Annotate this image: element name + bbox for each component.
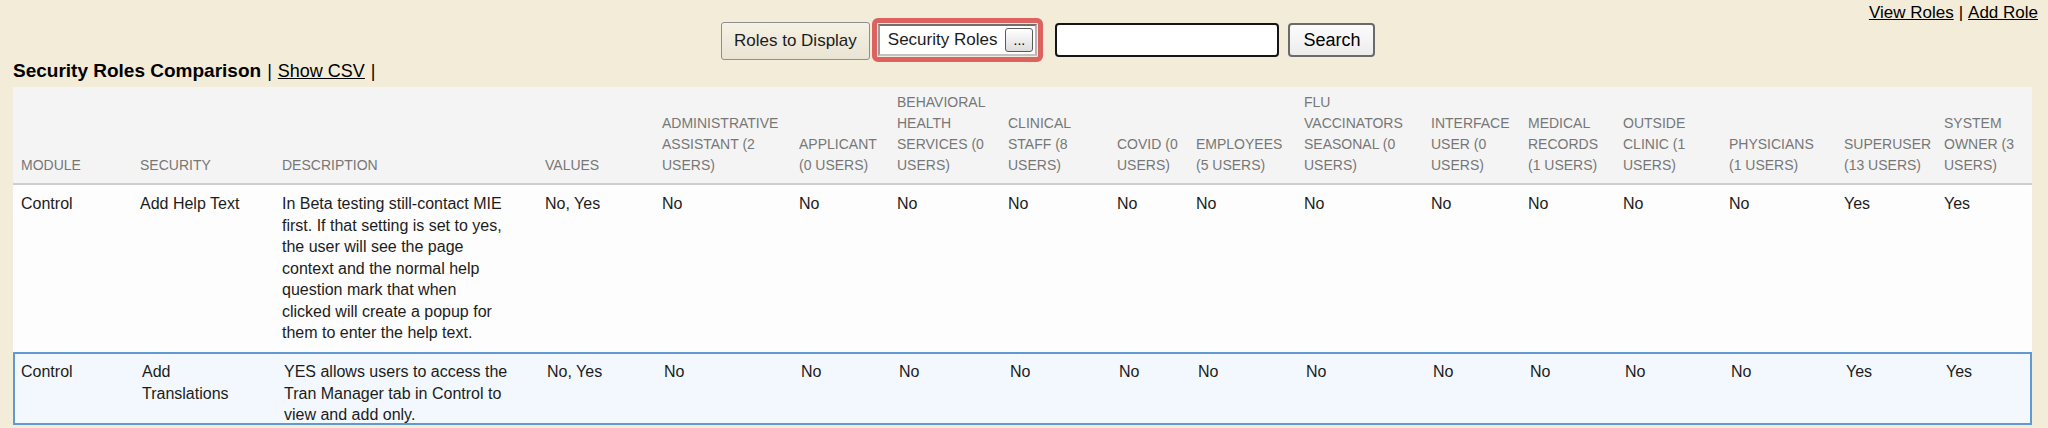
header-cell-role: EMPLOYEES (5 USERS) (1196, 134, 1304, 183)
header-cell-role: INTERFACE USER (0 USERS) (1431, 113, 1528, 183)
cell-role-value: No (1010, 354, 1119, 423)
roles-toolbar: Roles to Display Security Roles ... Sear… (721, 18, 1375, 66)
header-cell-role: FLU VACCINATORS SEASONAL (0 USERS) (1304, 92, 1431, 183)
cell-role-value: No (899, 354, 1010, 423)
roles-filter-ellipsis-button[interactable]: ... (1005, 28, 1033, 52)
cell-role-value: No (799, 185, 897, 352)
header-cell-role: ADMINISTRATIVE ASSISTANT (2 USERS) (662, 113, 799, 183)
heading-trailing-separator: | (371, 61, 376, 82)
security-roles-table: MODULE SECURITY DESCRIPTION VALUES ADMIN… (13, 87, 2032, 425)
cell-role-value: No (1431, 185, 1528, 352)
search-button[interactable]: Search (1288, 23, 1375, 57)
header-cell-values: VALUES (545, 155, 662, 183)
cell-role-value: No (897, 185, 1008, 352)
header-cell-role: BEHAVIORAL HEALTH SERVICES (0 USERS) (897, 92, 1008, 183)
cell-role-value: No (1528, 185, 1623, 352)
roles-filter-field[interactable]: Security Roles ... (878, 24, 1038, 56)
cell-values: No, Yes (545, 185, 662, 352)
header-cell-role: OUTSIDE CLINIC (1 USERS) (1623, 113, 1729, 183)
cell-role-value: No (1119, 354, 1198, 423)
header-cell-security: SECURITY (140, 155, 282, 183)
cell-role-value: No (1304, 185, 1431, 352)
cell-role-value: No (662, 185, 799, 352)
cell-role-value: Yes (1844, 185, 1944, 352)
header-actions: View Roles | Add Role (1869, 3, 2038, 23)
cell-role-value: Yes (1846, 354, 1946, 423)
cell-module: Control (15, 354, 142, 423)
header-cell-role: MEDICAL RECORDS (1 USERS) (1528, 113, 1623, 183)
cell-role-value: Yes (1944, 185, 2032, 352)
page-heading: Security Roles Comparison | Show CSV | (13, 60, 382, 82)
cell-description: YES allows users to access the Tran Mana… (284, 354, 547, 423)
header-cell-role: APPLICANT (0 USERS) (799, 134, 897, 183)
cell-role-value: No (1625, 354, 1731, 423)
add-role-link[interactable]: Add Role (1968, 3, 2038, 22)
table-header-row: MODULE SECURITY DESCRIPTION VALUES ADMIN… (13, 87, 2032, 185)
cell-role-value: No (1198, 354, 1306, 423)
cell-role-value: No (801, 354, 899, 423)
cell-role-value: Yes (1946, 354, 2034, 423)
header-cell-description: DESCRIPTION (282, 155, 545, 183)
page-title: Security Roles Comparison (13, 60, 261, 82)
table-row[interactable]: Control Add Help Text In Beta testing st… (13, 185, 2032, 352)
cell-role-value: No (1623, 185, 1729, 352)
cell-role-value: No (1117, 185, 1196, 352)
roles-filter-value: Security Roles (880, 30, 1004, 50)
header-cell-role: SYSTEM OWNER (3 USERS) (1944, 113, 2032, 183)
cell-role-value: No (1729, 185, 1844, 352)
search-input[interactable] (1055, 23, 1279, 57)
cell-description: In Beta testing still-contact MIE first.… (282, 185, 545, 352)
cell-role-value: No (1196, 185, 1304, 352)
view-roles-link[interactable]: View Roles (1869, 3, 1954, 22)
cell-role-value: No (1731, 354, 1846, 423)
header-cell-module: MODULE (13, 155, 140, 183)
cell-role-value: No (1433, 354, 1530, 423)
cell-module: Control (13, 185, 140, 352)
heading-separator: | (267, 61, 272, 82)
header-cell-role: COVID (0 USERS) (1117, 134, 1196, 183)
links-separator: | (1959, 3, 1963, 22)
header-cell-role: SUPERUSER (13 USERS) (1844, 134, 1944, 183)
roles-to-display-label: Roles to Display (721, 22, 870, 60)
table-row-highlighted[interactable]: Control Add Translations YES allows user… (13, 352, 2032, 425)
cell-role-value: No (664, 354, 801, 423)
roles-filter-highlight: Security Roles ... (872, 18, 1044, 62)
cell-security: Add Help Text (140, 185, 282, 352)
cell-security: Add Translations (142, 354, 284, 423)
header-cell-role: PHYSICIANS (1 USERS) (1729, 134, 1844, 183)
show-csv-link[interactable]: Show CSV (278, 61, 365, 82)
cell-role-value: No (1008, 185, 1117, 352)
cell-role-value: No (1306, 354, 1433, 423)
cell-role-value: No (1530, 354, 1625, 423)
cell-values: No, Yes (547, 354, 664, 423)
header-cell-role: CLINICAL STAFF (8 USERS) (1008, 113, 1117, 183)
